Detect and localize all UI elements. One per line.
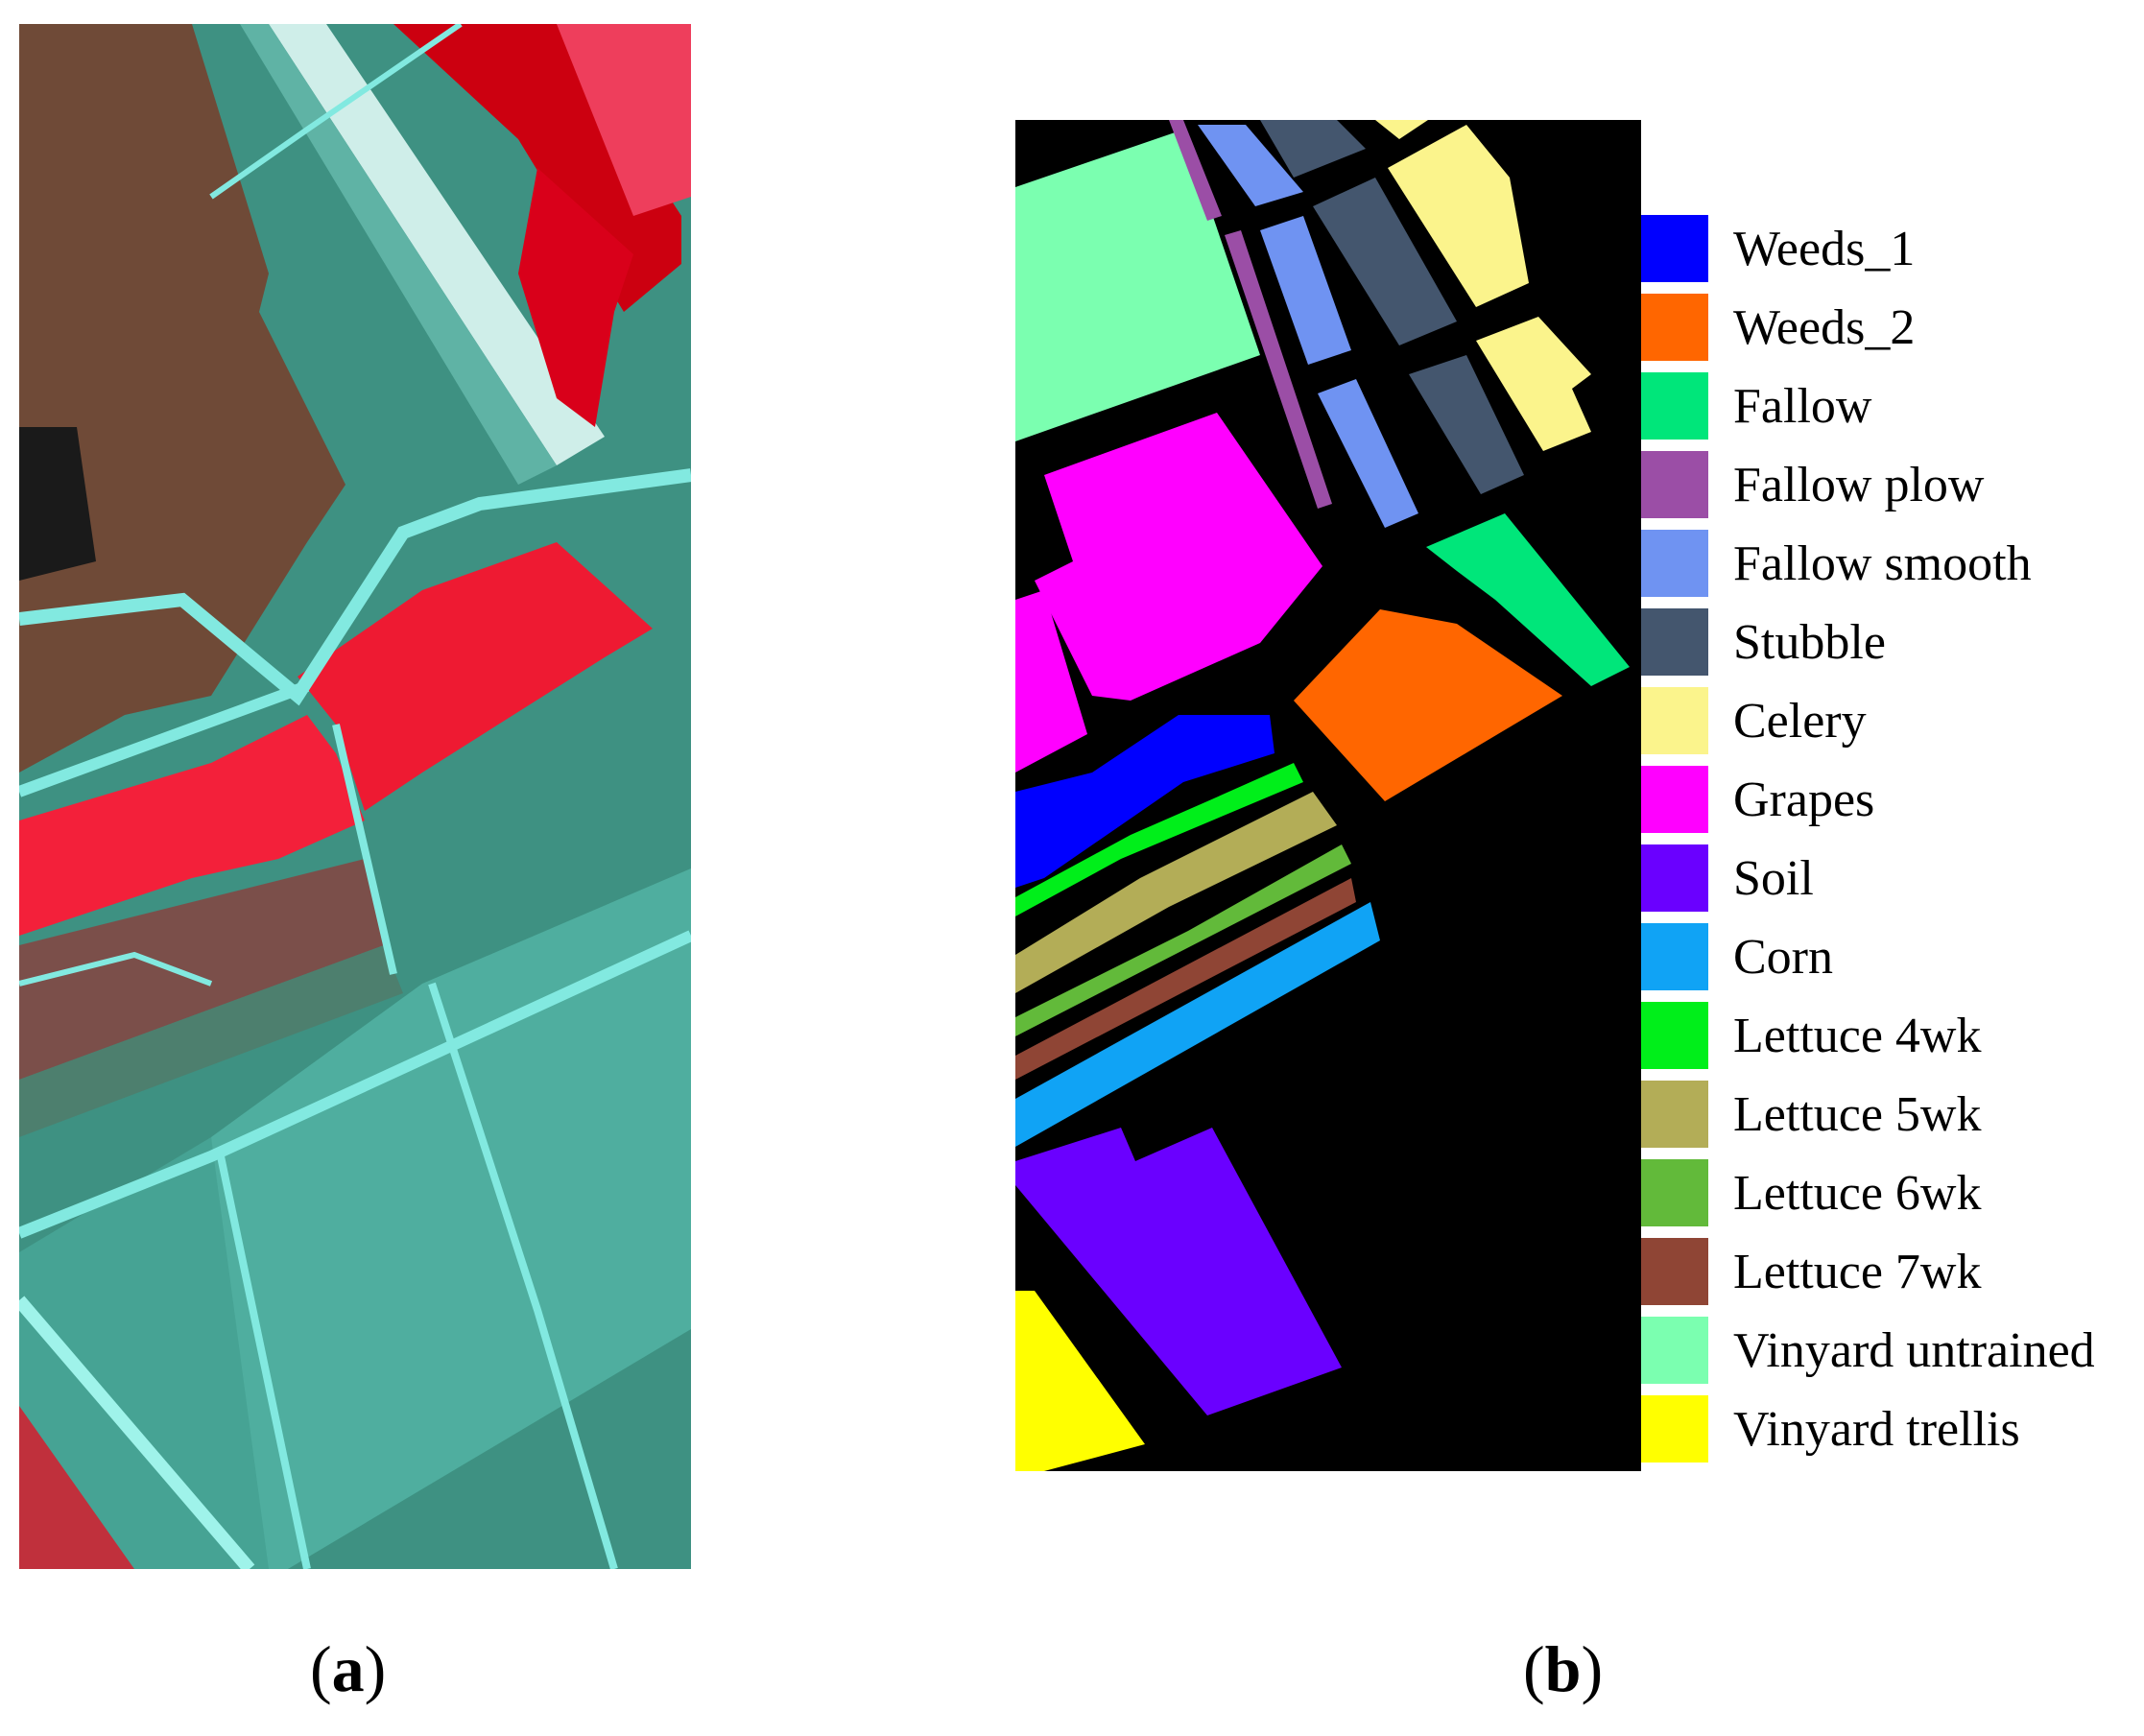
legend-label: Celery [1733, 694, 1867, 749]
legend-swatch [1641, 766, 1708, 833]
legend-swatch [1641, 1317, 1708, 1384]
legend-label: Grapes [1733, 773, 1875, 827]
legend-label: Vinyard untrained [1733, 1323, 2095, 1378]
field-pink-top [557, 24, 691, 216]
legend-item: Corn [1641, 921, 2140, 1000]
legend-label: Soil [1733, 851, 1814, 906]
legend-item: Weeds_1 [1641, 213, 2140, 292]
legend-swatch [1641, 844, 1708, 912]
road-1 [19, 468, 691, 706]
legend-item: Vinyard untrained [1641, 1315, 2140, 1393]
region-fallow-plow-2 [1225, 230, 1332, 509]
region-vinyard-trellis [1015, 1291, 1145, 1471]
field-reddish-stripes [19, 859, 384, 1080]
legend-item: Lettuce 5wk [1641, 1079, 2140, 1157]
legend-item: Lettuce 6wk [1641, 1157, 2140, 1236]
legend-item: Fallow smooth [1641, 528, 2140, 606]
field-green-stripe [19, 945, 403, 1137]
legend-label: Lettuce 6wk [1733, 1166, 1982, 1221]
legend-item: Fallow [1641, 370, 2140, 449]
region-lettuce-6wk [1015, 844, 1351, 1036]
region-soil [1015, 1128, 1342, 1415]
region-celery-2 [1388, 125, 1529, 307]
field-red-corner [19, 1406, 134, 1569]
legend-label: Fallow smooth [1733, 536, 2032, 591]
legend-item: Grapes [1641, 764, 2140, 843]
legend-swatch [1641, 1395, 1708, 1463]
road-6 [428, 982, 618, 1569]
caption-a: (a) [310, 1632, 387, 1705]
legend-swatch [1641, 215, 1708, 282]
region-stubble-1 [1260, 120, 1366, 178]
legend-item: Lettuce 7wk [1641, 1236, 2140, 1315]
legend-swatch [1641, 687, 1708, 754]
legend-label: Fallow plow [1733, 458, 1985, 512]
region-lettuce-5wk [1015, 792, 1337, 993]
legend-swatch [1641, 1081, 1708, 1148]
legend-item: Soil [1641, 843, 2140, 921]
legend-swatch [1641, 1002, 1708, 1069]
road-9 [209, 24, 463, 200]
region-fallow-smooth-3 [1318, 379, 1418, 528]
legend-item: Celery [1641, 685, 2140, 764]
legend-label: Lettuce 7wk [1733, 1245, 1982, 1299]
region-fallow-smooth-2 [1260, 216, 1351, 365]
false-color-image [19, 24, 691, 1569]
region-grapes [1035, 413, 1322, 701]
legend-swatch [1641, 923, 1708, 990]
legend-label: Vinyard trellis [1733, 1402, 2020, 1457]
road-5 [217, 1155, 311, 1569]
legend-label: Weeds_1 [1733, 222, 1916, 276]
field-red-left [19, 715, 365, 936]
field-red-mid [518, 168, 633, 427]
region-lettuce-7wk [1015, 878, 1356, 1080]
region-weeds-1 [1015, 715, 1274, 888]
region-celery-1 [1375, 120, 1428, 139]
ground-truth-map [1015, 120, 1641, 1471]
legend-label: Corn [1733, 930, 1833, 985]
legend-swatch [1641, 451, 1708, 518]
field-red-band [298, 542, 653, 811]
region-fallow [1426, 513, 1630, 686]
caption-b: (b) [1523, 1632, 1604, 1705]
legend-label: Weeds_2 [1733, 300, 1916, 355]
region-fallow-plow-1 [1169, 120, 1222, 221]
legend-swatch [1641, 608, 1708, 676]
road-7 [332, 724, 397, 975]
region-celery-3 [1476, 317, 1591, 451]
field-brown [19, 24, 345, 773]
field-white-stripe [269, 24, 605, 465]
legend-label: Lettuce 4wk [1733, 1009, 1982, 1063]
legend-item: Lettuce 4wk [1641, 1000, 2140, 1079]
legend-swatch [1641, 1159, 1708, 1226]
region-stubble-3 [1409, 355, 1524, 494]
legend-item: Vinyard trellis [1641, 1393, 2140, 1472]
legend-swatch [1641, 294, 1708, 361]
legend: Weeds_1 Weeds_2 Fallow Fallow plow Fallow sm… [1641, 213, 2140, 1472]
region-grapes-2 [1015, 590, 1087, 773]
legend-swatch [1641, 530, 1708, 597]
road-4 [19, 1296, 255, 1569]
legend-item: Weeds_2 [1641, 292, 2140, 370]
field-stripe-edge [240, 24, 557, 485]
legend-label: Lettuce 5wk [1733, 1087, 1982, 1142]
road-3 [19, 930, 691, 1239]
field-dark [19, 427, 96, 581]
road-2 [19, 680, 310, 797]
region-fallow-smooth-1 [1198, 125, 1303, 206]
region-weeds-2 [1294, 609, 1562, 801]
road-8 [19, 951, 213, 987]
legend-label: Fallow [1733, 379, 1872, 434]
legend-item: Stubble [1641, 606, 2140, 685]
field-light-lower [211, 868, 691, 1569]
region-vinyard-untrained [1015, 130, 1260, 441]
legend-swatch [1641, 1238, 1708, 1305]
legend-label: Stubble [1733, 615, 1886, 670]
legend-swatch [1641, 372, 1708, 440]
field-light-left [19, 1137, 269, 1569]
legend-item: Fallow plow [1641, 449, 2140, 528]
region-corn [1015, 902, 1380, 1147]
region-stubble-2 [1313, 178, 1457, 345]
region-lettuce-4wk [1015, 763, 1303, 916]
